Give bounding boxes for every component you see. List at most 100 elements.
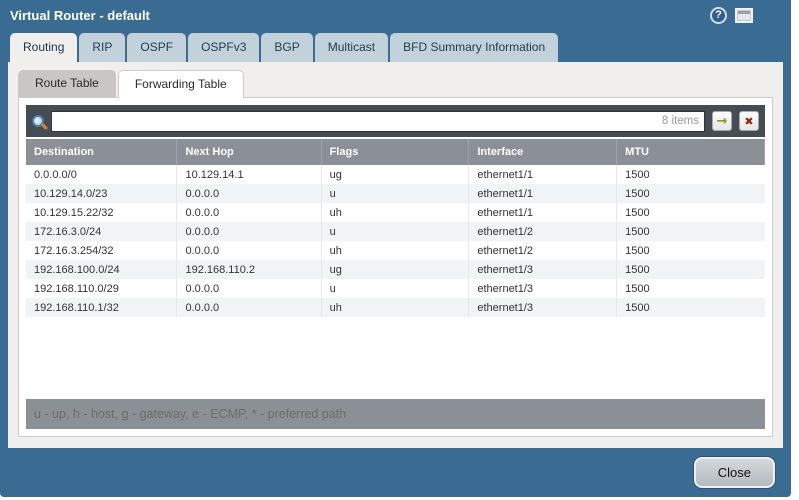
- maximize-window-icon[interactable]: [735, 7, 753, 23]
- table-column-header-label: Destination: [34, 146, 94, 158]
- cell-mtu: 1500: [625, 263, 650, 276]
- main-tab-label: Multicast: [327, 40, 376, 54]
- sub-tab[interactable]: Route Table: [18, 70, 116, 97]
- flags-legend-bar: u - up, h - host, g - gateway, e - ECMP,…: [26, 399, 765, 429]
- cell-flags: uh: [322, 298, 470, 317]
- table-column-header[interactable]: MTU: [617, 139, 765, 165]
- dialog-footer: Close: [0, 448, 791, 497]
- dialog-title: Virtual Router - default: [10, 7, 150, 23]
- cell-mtu: 1500: [625, 225, 650, 238]
- main-tab-bar: Routing RIP OSPF OSPFv3 BGP Multicast BF…: [0, 30, 791, 62]
- cell-destination: 192.168.110.0/29: [26, 279, 178, 298]
- cell-flags: uh: [322, 203, 470, 222]
- main-tab-label: BGP: [274, 40, 300, 54]
- main-tab[interactable]: Multicast: [314, 33, 389, 62]
- table-row[interactable]: 10.129.15.22/32 0.0.0.0 uh ethernet1/1 1…: [26, 203, 765, 222]
- cell-flags: u: [322, 279, 470, 298]
- cell-flags: ug: [322, 260, 470, 279]
- cell-flags: u: [322, 184, 470, 203]
- filter-input[interactable]: [52, 111, 662, 131]
- cell-interface: ethernet1/3: [469, 298, 618, 317]
- cell-interface: ethernet1/1: [469, 184, 618, 203]
- cell-flags: ug: [322, 165, 470, 184]
- cell-destination: 172.16.3.0/24: [26, 222, 178, 241]
- cell-next-hop: 192.168.110.2: [177, 260, 322, 279]
- cell-destination: 192.168.100.0/24: [26, 260, 178, 279]
- main-tab[interactable]: RIP: [79, 33, 126, 62]
- cell-next-hop: 0.0.0.0: [177, 184, 322, 203]
- cell-interface: ethernet1/3: [469, 279, 618, 298]
- sub-tab[interactable]: Forwarding Table: [117, 70, 244, 98]
- main-tab-label: OSPFv3: [201, 40, 247, 54]
- table-column-header-label: Next Hop: [185, 146, 234, 158]
- help-icon[interactable]: ?: [710, 6, 727, 24]
- table-header-row: Destination Next Hop Flags Interface MTU: [26, 139, 765, 165]
- search-icon: [32, 115, 44, 127]
- table-row[interactable]: 172.16.3.254/32 0.0.0.0 uh ethernet1/2 1…: [26, 241, 765, 260]
- cell-destination: 192.168.110.1/32: [26, 298, 178, 317]
- table-row[interactable]: 192.168.110.0/29 0.0.0.0 u ethernet1/3 1…: [26, 279, 765, 298]
- cell-mtu: 1500: [625, 301, 650, 314]
- main-tab[interactable]: BFD Summary Information: [390, 33, 559, 62]
- cell-mtu: 1500: [625, 206, 650, 219]
- forwarding-table-panel: 8 items → ✖ Destination Next Hop Flags I…: [18, 97, 773, 437]
- main-tab-label: RIP: [92, 40, 113, 54]
- main-tab[interactable]: OSPFv3: [188, 33, 260, 62]
- cell-flags: uh: [322, 241, 470, 260]
- cell-next-hop: 10.129.14.1: [177, 165, 322, 184]
- main-tab-label: OSPF: [140, 40, 174, 54]
- main-tab-label: Routing: [23, 40, 65, 54]
- sub-tab-bar: Route Table Forwarding Table: [18, 70, 773, 98]
- dialog-titlebar: Virtual Router - default ?: [0, 0, 791, 30]
- table-row[interactable]: 192.168.110.1/32 0.0.0.0 uh ethernet1/3 …: [26, 298, 765, 317]
- apply-filter-button[interactable]: →: [712, 111, 732, 131]
- cell-interface: ethernet1/2: [469, 222, 618, 241]
- titlebar-icons: ?: [710, 6, 753, 24]
- table-row[interactable]: 172.16.3.0/24 0.0.0.0 u ethernet1/2 1500: [26, 222, 765, 241]
- table-column-header[interactable]: Flags: [322, 139, 470, 165]
- main-tab[interactable]: Routing: [10, 33, 78, 62]
- cell-destination: 0.0.0.0/0: [26, 165, 178, 184]
- cell-destination: 10.129.15.22/32: [26, 203, 178, 222]
- cell-next-hop: 0.0.0.0: [177, 241, 322, 260]
- main-tab-label: BFD Summary Information: [403, 40, 546, 54]
- clear-filter-button[interactable]: ✖: [739, 111, 759, 131]
- table-body: 0.0.0.0/0 10.129.14.1 ug ethernet1/1 150…: [26, 165, 765, 317]
- table-column-header[interactable]: Interface: [469, 139, 618, 165]
- table-column-header-label: MTU: [625, 146, 649, 158]
- item-count-label: 8 items: [661, 115, 699, 127]
- sub-tab-label: Route Table: [35, 76, 99, 90]
- cell-destination: 10.129.14.0/23: [26, 184, 178, 203]
- table-column-header-label: Interface: [477, 146, 524, 158]
- cell-interface: ethernet1/1: [469, 165, 618, 184]
- sub-tab-label: Forwarding Table: [134, 77, 227, 91]
- filter-bar: 8 items → ✖: [26, 105, 765, 137]
- cell-next-hop: 0.0.0.0: [177, 298, 322, 317]
- cell-next-hop: 0.0.0.0: [177, 222, 322, 241]
- main-tab[interactable]: BGP: [261, 33, 313, 62]
- cell-interface: ethernet1/3: [469, 260, 618, 279]
- flags-legend-text: u - up, h - host, g - gateway, e - ECMP,…: [34, 407, 347, 421]
- table-row[interactable]: 10.129.14.0/23 0.0.0.0 u ethernet1/1 150…: [26, 184, 765, 203]
- table-row[interactable]: 192.168.100.0/24 192.168.110.2 ug ethern…: [26, 260, 765, 279]
- cell-flags: u: [322, 222, 470, 241]
- table-row[interactable]: 0.0.0.0/0 10.129.14.1 ug ethernet1/1 150…: [26, 165, 765, 184]
- close-button[interactable]: Close: [693, 457, 775, 488]
- cell-mtu: 1500: [625, 282, 650, 295]
- tab-content-area: Route Table Forwarding Table 8 items → ✖…: [8, 62, 783, 448]
- cell-destination: 172.16.3.254/32: [26, 241, 178, 260]
- table-column-header[interactable]: Next Hop: [177, 139, 322, 165]
- cell-mtu: 1500: [625, 168, 650, 181]
- cell-mtu: 1500: [625, 187, 650, 200]
- main-tab[interactable]: OSPF: [127, 33, 187, 62]
- table-column-header-label: Flags: [329, 146, 359, 158]
- cell-next-hop: 0.0.0.0: [177, 279, 322, 298]
- table-column-header[interactable]: Destination: [26, 139, 178, 165]
- cell-mtu: 1500: [625, 244, 650, 257]
- cell-next-hop: 0.0.0.0: [177, 203, 322, 222]
- cell-interface: ethernet1/2: [469, 241, 618, 260]
- table-empty-space: [26, 317, 765, 399]
- filter-input-box: 8 items: [51, 110, 705, 132]
- cell-interface: ethernet1/1: [469, 203, 618, 222]
